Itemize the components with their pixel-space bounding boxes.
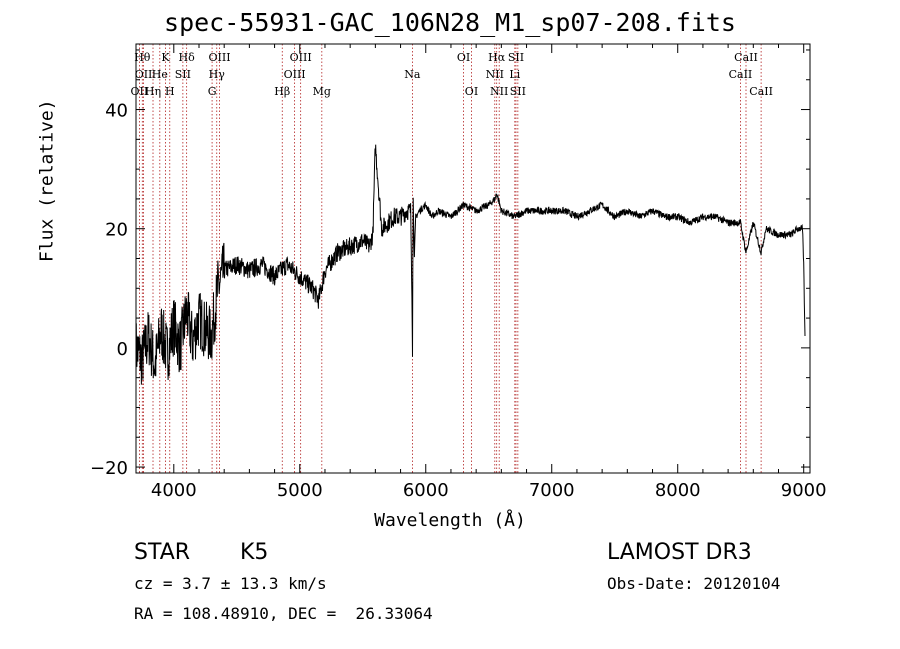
- line-label: CaII: [734, 51, 758, 64]
- survey-label: LAMOST DR3: [607, 540, 752, 565]
- x-tick-label: 6000: [403, 480, 449, 501]
- axis-ticks: 4000 5000 6000 7000 8000 9000 −20 0 20 40: [90, 44, 827, 501]
- line-label: Hθ: [134, 51, 151, 64]
- redshift-cz: cz = 3.7 ± 13.3 km/s: [134, 574, 327, 593]
- line-label: Mg: [313, 85, 331, 98]
- x-tick-label: 4000: [151, 480, 197, 501]
- line-label: SII: [508, 51, 524, 64]
- line-label: CaII: [729, 68, 753, 81]
- x-tick-label: 8000: [655, 480, 701, 501]
- line-label: SII: [175, 68, 191, 81]
- line-label: OIII: [284, 68, 306, 81]
- spectrum-line: [135, 144, 806, 385]
- line-label: K: [161, 51, 170, 64]
- object-class: STAR: [134, 540, 191, 565]
- line-label: Hα: [488, 51, 506, 64]
- x-tick-label: 7000: [529, 480, 575, 501]
- line-label: H: [165, 85, 175, 98]
- y-tick-label: 20: [105, 220, 128, 241]
- x-tick-label: 5000: [277, 480, 323, 501]
- x-axis-label: Wavelength (Å): [374, 510, 526, 531]
- line-label: OII: [135, 68, 153, 81]
- spectrum-layer: [135, 144, 806, 385]
- line-label: OI: [465, 85, 478, 98]
- obs-date: Obs-Date: 20120104: [607, 574, 781, 593]
- y-axis-label: Flux (relative): [36, 99, 58, 262]
- line-label: OIII: [290, 51, 312, 64]
- line-label: Hγ: [209, 68, 226, 81]
- line-label: NII: [486, 68, 504, 81]
- line-label: SII: [510, 85, 526, 98]
- line-label: OIII: [208, 51, 230, 64]
- line-label: Na: [404, 68, 421, 81]
- line-label: OI: [457, 51, 470, 64]
- line-label: G: [208, 85, 217, 98]
- y-tick-label: 0: [117, 339, 128, 360]
- y-tick-label: −20: [90, 458, 128, 479]
- line-markers: [139, 44, 762, 473]
- line-labels: OIIHθOIIHηHeKHSIIHδGHγOIIIHβOIIIOIIIMgNa…: [131, 51, 773, 98]
- x-tick-label: 9000: [781, 480, 827, 501]
- chart-title: spec-55931-GAC_106N28_M1_sp07-208.fits: [164, 8, 736, 37]
- line-label: CaII: [749, 85, 773, 98]
- line-label: He: [152, 68, 168, 81]
- coordinates: RA = 108.48910, DEC = 26.33064: [134, 604, 433, 623]
- line-label: Li: [509, 68, 520, 81]
- y-tick-label: 40: [105, 101, 128, 122]
- object-subclass: K5: [240, 540, 269, 565]
- line-label: Hβ: [274, 85, 290, 98]
- line-label: Hδ: [179, 51, 196, 64]
- line-label: OII: [131, 85, 149, 98]
- line-label: NII: [490, 85, 508, 98]
- line-label: Hη: [145, 85, 161, 98]
